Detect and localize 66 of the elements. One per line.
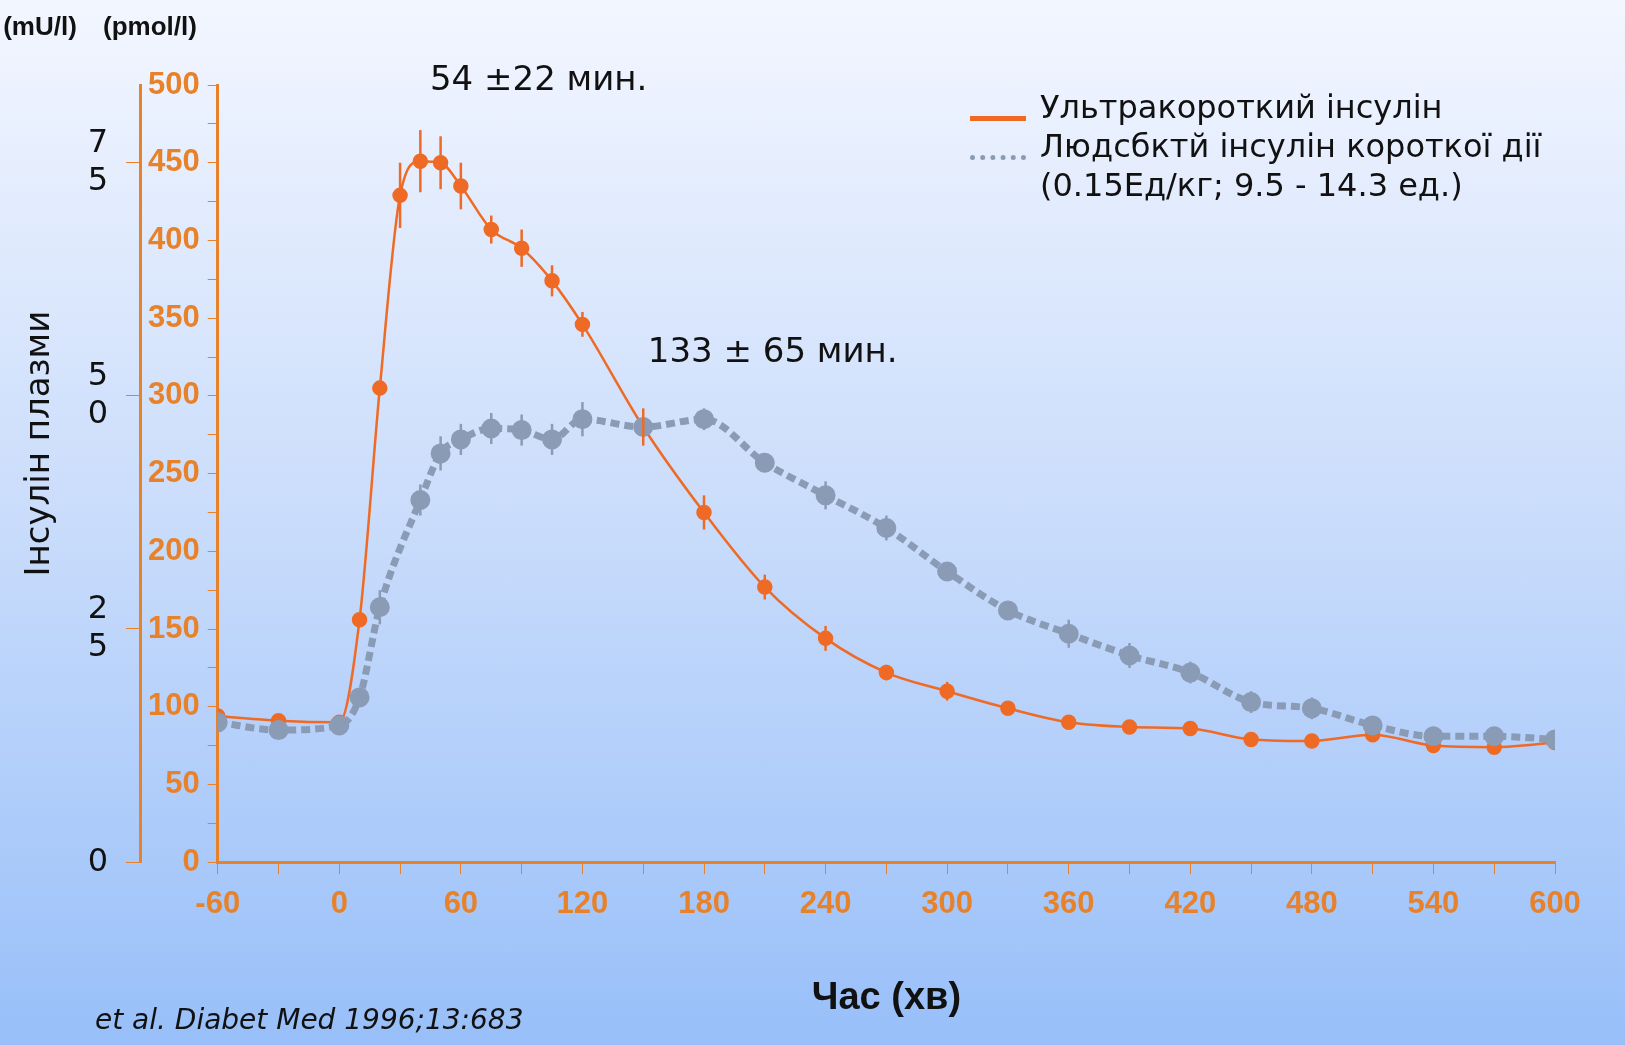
y-tick-label: 400 xyxy=(147,220,200,256)
legend-label: Людсбктй інсулін короткої дії (0.15Ед/кг; 9.5 - 14.3 ед.) xyxy=(1040,127,1543,205)
y-tick-label: 350 xyxy=(147,298,200,334)
annotation: 133 ± 65 мин. xyxy=(647,329,898,370)
point xyxy=(694,409,715,430)
y2-tick-label: 5 0 xyxy=(87,354,108,432)
legend-label: Ультракороткий інсулін xyxy=(1040,88,1443,127)
point xyxy=(1182,720,1199,737)
point xyxy=(349,687,370,708)
y-tick-label: 150 xyxy=(147,609,200,645)
point xyxy=(1423,726,1444,747)
point xyxy=(1301,698,1322,719)
x-tick-label: -60 xyxy=(195,885,241,921)
point xyxy=(1119,645,1140,666)
x-tick-label: 420 xyxy=(1164,885,1217,921)
text: et al. Diabet Med 1996;13:683 xyxy=(95,1003,524,1037)
point xyxy=(572,409,593,430)
y-tick-label: 250 xyxy=(147,454,200,490)
point xyxy=(1060,714,1077,731)
point xyxy=(1243,731,1259,748)
y-tick-label: 500 xyxy=(147,65,200,101)
point xyxy=(542,429,563,450)
point xyxy=(369,597,390,618)
y-tick-label: 100 xyxy=(147,687,200,723)
x-tick-label: 540 xyxy=(1407,885,1460,921)
y-tick-label: 50 xyxy=(165,765,200,801)
point xyxy=(997,600,1018,621)
y-axis-title: (pmol/l) xyxy=(103,11,197,42)
y2-axis-title: (mU/l) xyxy=(3,11,77,42)
point xyxy=(481,418,502,439)
x-axis-title: Час (хв) xyxy=(811,974,962,1017)
point xyxy=(1058,623,1079,644)
point xyxy=(1362,715,1383,736)
x-tick-label: 240 xyxy=(799,885,852,921)
x-tick-label: 300 xyxy=(921,885,974,921)
point xyxy=(754,452,775,473)
x-tick-label: 0 xyxy=(330,885,348,921)
y-tick-label: 200 xyxy=(147,531,200,567)
y2-tick-label: 0 xyxy=(87,840,108,879)
point xyxy=(372,380,388,396)
point xyxy=(268,720,289,741)
point xyxy=(1121,719,1138,735)
x-tick-label: 120 xyxy=(556,885,609,921)
text: Інсулін плазми xyxy=(16,310,57,577)
point xyxy=(351,611,368,628)
x-tick-label: 600 xyxy=(1529,885,1581,921)
y2-tick-label: 7 5 xyxy=(87,121,108,198)
point xyxy=(1484,726,1505,747)
point xyxy=(329,715,350,736)
y-tick-label: 0 xyxy=(182,842,200,878)
point xyxy=(1241,692,1262,713)
y2-tick-label: 2 5 xyxy=(87,588,108,665)
y-tick-label: 300 xyxy=(147,376,200,412)
annotation: 54 ±22 мин. xyxy=(429,57,648,98)
point xyxy=(511,420,532,441)
x-tick-label: 180 xyxy=(678,885,730,921)
point xyxy=(1180,662,1201,683)
y-tick-label: 450 xyxy=(147,143,200,179)
point xyxy=(450,429,471,450)
x-tick-label: 360 xyxy=(1042,885,1095,921)
x-tick-label: 60 xyxy=(443,885,479,921)
point xyxy=(937,561,958,582)
x-tick-label: 480 xyxy=(1285,885,1338,921)
point xyxy=(1304,733,1320,749)
point xyxy=(410,490,431,511)
point xyxy=(1000,700,1016,717)
